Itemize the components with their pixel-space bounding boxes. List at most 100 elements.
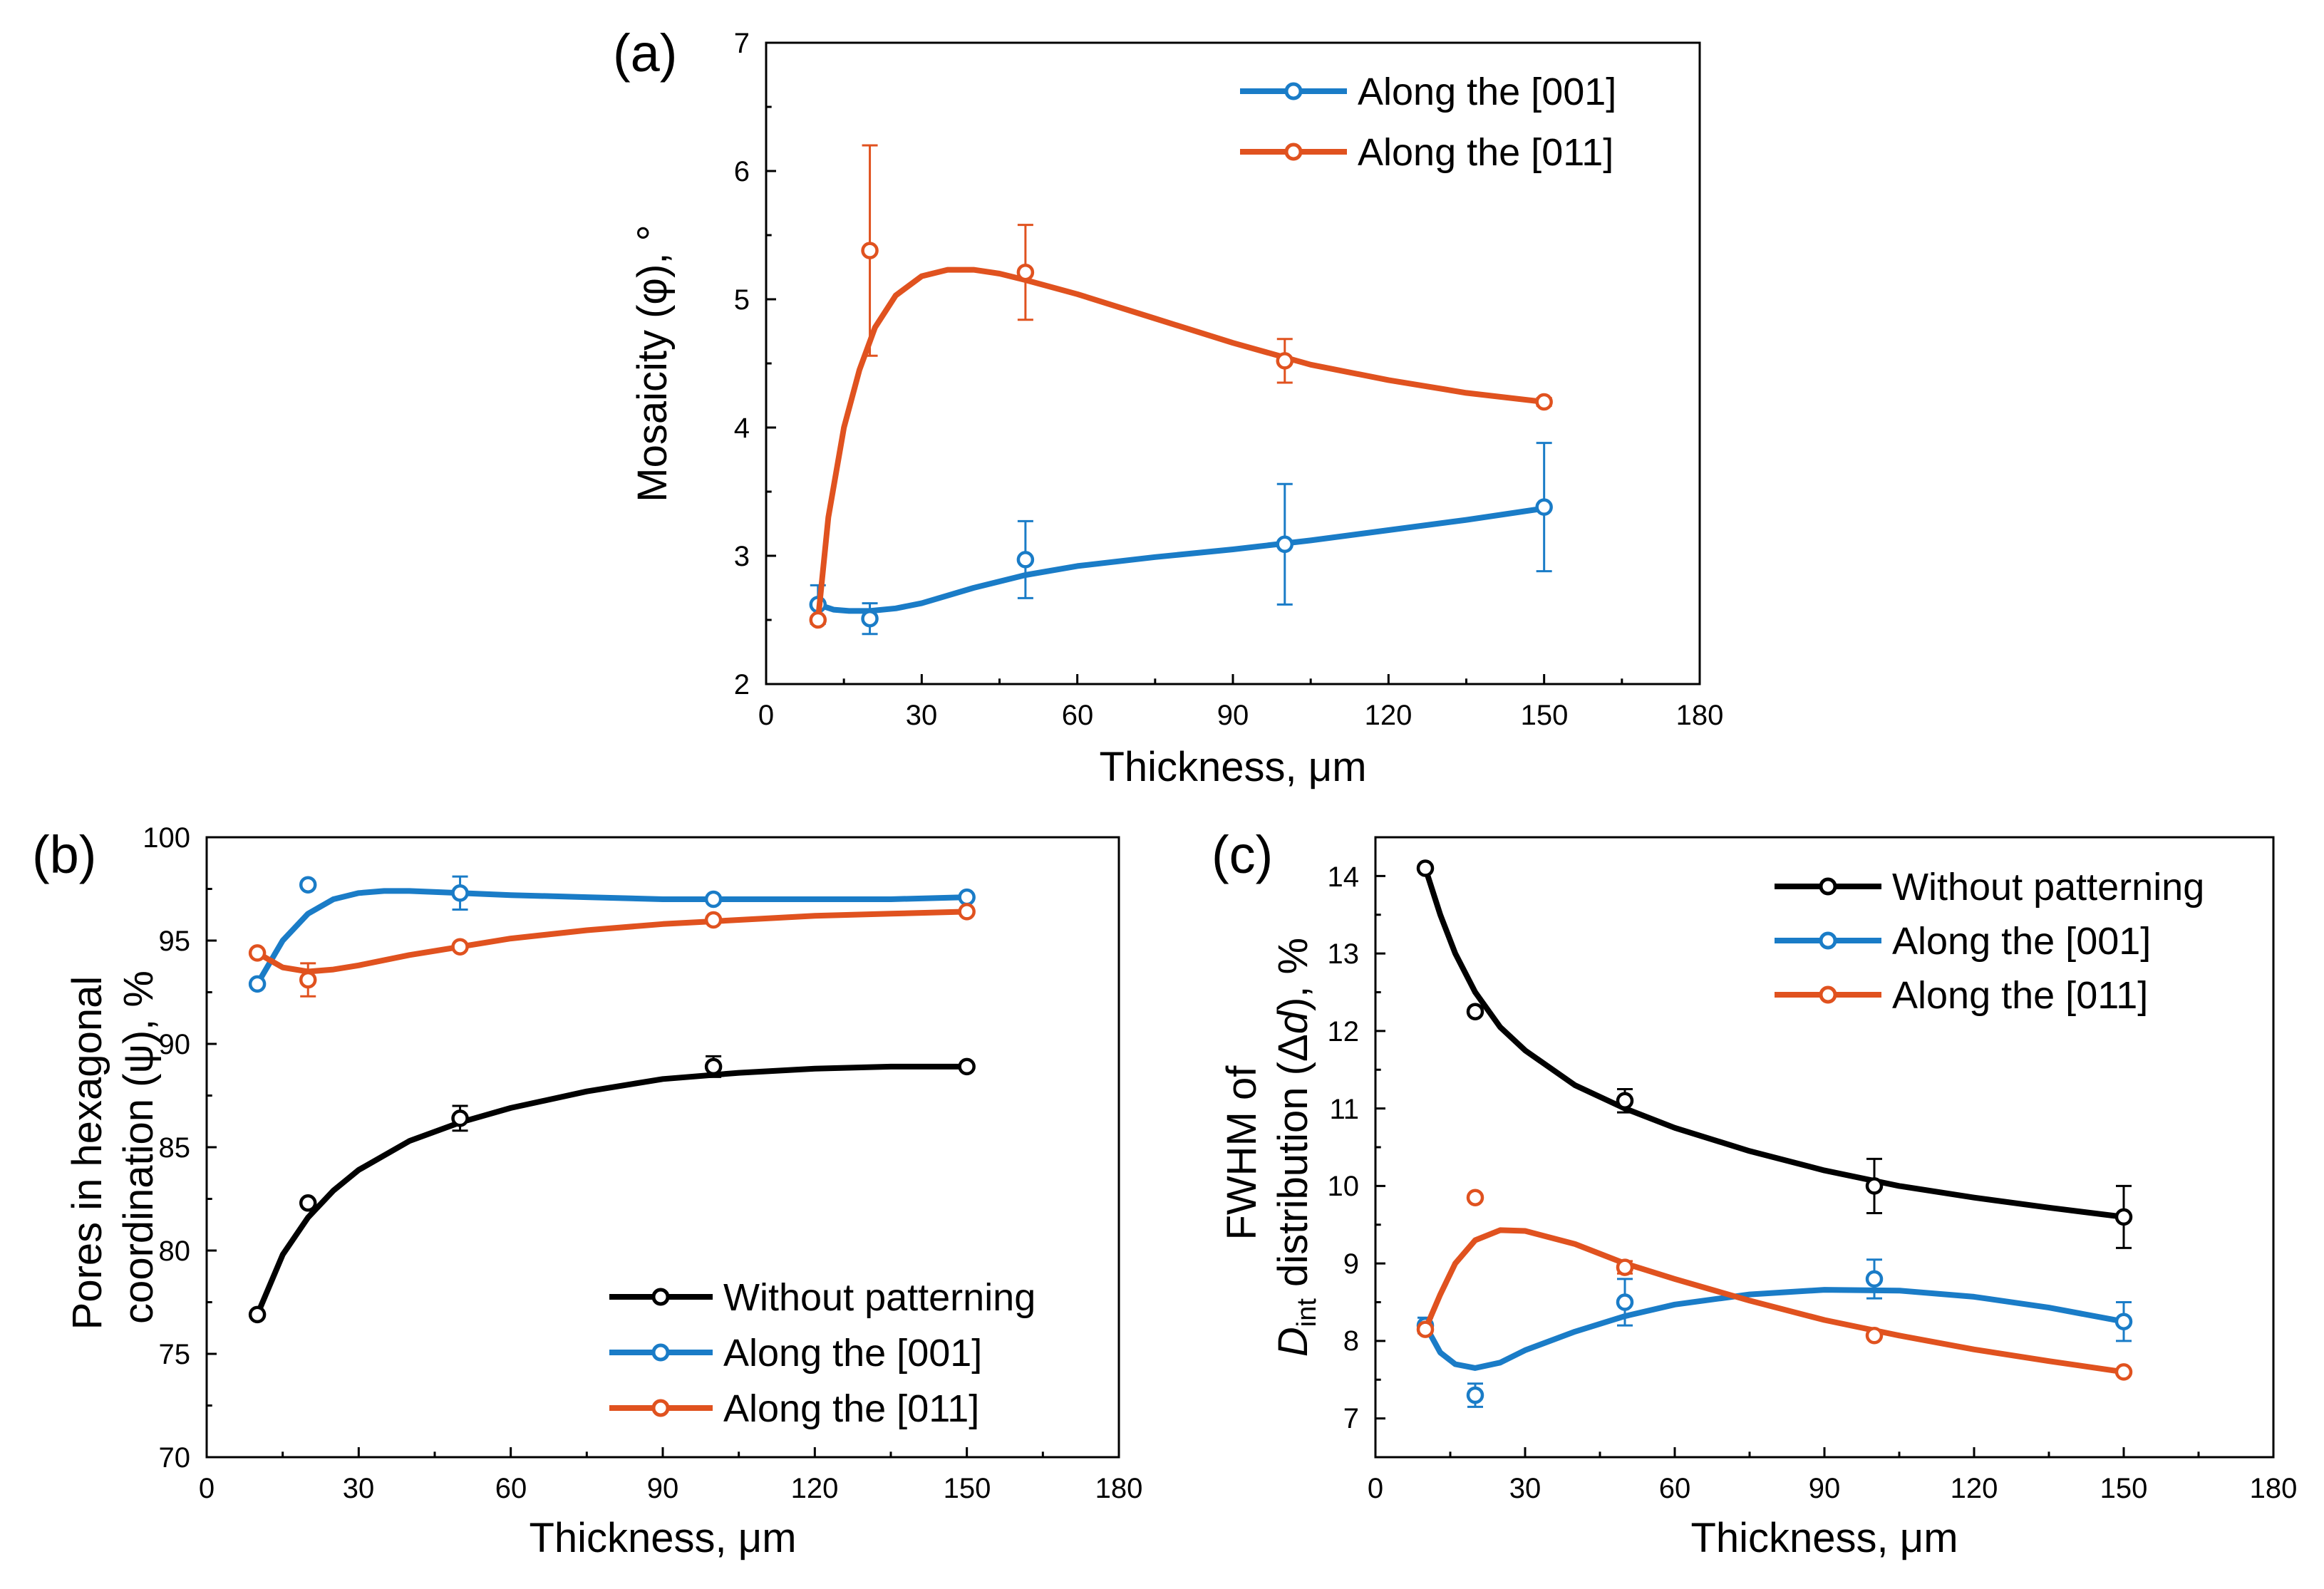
panel-a-y-ticks: 2 3 4 5 6 7	[734, 28, 750, 700]
panel-a-ytick: 7	[734, 28, 750, 59]
data-point	[248, 944, 267, 962]
panel-c-ytick: 9	[1343, 1248, 1359, 1280]
legend-marker	[651, 1399, 670, 1417]
data-point	[1416, 859, 1435, 877]
panel-b-x-ticks: 0 30 60 90 120 150 180	[199, 1473, 1143, 1504]
panel-a-plot-area	[765, 41, 1701, 685]
panel-a-x-axis-title: Thickness, μm	[1099, 744, 1366, 790]
panel-a-ytick: 2	[734, 669, 750, 700]
panel-b-x-axis-title: Thickness, μm	[529, 1515, 796, 1561]
panel-a-xtick: 180	[1676, 700, 1724, 731]
panel-b-y-ticks: 70 75 80 85 90 95 100	[143, 822, 190, 1474]
legend-label: Without patterning	[1892, 866, 2204, 909]
data-point	[2114, 1313, 2133, 1330]
panel-a-ytick: 6	[734, 156, 750, 187]
legend-marker	[1284, 143, 1303, 161]
series-fit-line	[815, 505, 1547, 614]
panel-c-ytick: 14	[1328, 861, 1360, 893]
data-point	[861, 609, 879, 628]
data-point	[1276, 535, 1294, 554]
legend-label: Along the [001]	[1358, 71, 1616, 113]
panel-c-y-axis-end: ), %	[1270, 938, 1316, 1011]
panel-c-y-axis-var: D	[1270, 1327, 1316, 1357]
panel-b-xtick: 30	[343, 1473, 375, 1504]
panel-a-ytick: 3	[734, 541, 750, 572]
legend-marker	[651, 1343, 670, 1362]
data-point	[861, 242, 879, 259]
data-point	[704, 1057, 723, 1076]
panel-c-y-axis-title-line2: Dint distribution (Δd), %	[1270, 938, 1322, 1357]
panel-a-ytick: 4	[734, 413, 750, 444]
data-point	[809, 611, 827, 629]
panel-b-xtick: 180	[1095, 1473, 1143, 1504]
data-point	[2114, 1208, 2133, 1226]
panel-a-xtick: 0	[758, 700, 774, 731]
panel-b-xtick: 90	[647, 1473, 679, 1504]
data-point	[299, 971, 317, 989]
legend-marker	[1819, 877, 1837, 896]
panel-b-ytick: 75	[159, 1339, 191, 1370]
panel-c-ytick: 8	[1343, 1325, 1359, 1357]
panel-b: (b) 0 30 60 90 120 150 180 70 75 80 85 9…	[32, 822, 1142, 1561]
panel-b-xtick: 150	[944, 1473, 991, 1504]
panel-c-label: (c)	[1212, 825, 1273, 884]
data-point	[1016, 551, 1035, 569]
panel-b-ytick: 95	[159, 926, 191, 957]
data-point	[1865, 1327, 1884, 1345]
data-point	[704, 890, 723, 909]
data-point	[248, 975, 267, 993]
data-point	[1466, 1003, 1484, 1020]
data-point	[958, 1057, 976, 1076]
panel-b-ytick: 90	[159, 1029, 191, 1060]
data-point	[1416, 1320, 1435, 1338]
data-point	[958, 903, 976, 921]
legend-label: Along the [001]	[1892, 920, 2151, 963]
data-point	[451, 1109, 469, 1127]
series-fit-line	[254, 1063, 970, 1318]
panel-c-ytick: 10	[1328, 1171, 1360, 1202]
panel-c-xtick: 60	[1659, 1473, 1691, 1504]
panel-c-xtick: 180	[2250, 1473, 2298, 1504]
legend-label: Along the [001]	[723, 1332, 982, 1375]
legend-label: Along the [011]	[1892, 974, 2148, 1017]
panel-a-legend: Along the [001] Along the [011]	[1240, 71, 1616, 174]
panel-b-ytick: 85	[159, 1132, 191, 1164]
data-point	[704, 911, 723, 929]
panel-a-xtick: 90	[1217, 700, 1249, 731]
panel-a-label: (a)	[613, 24, 677, 83]
legend-label: Along the [011]	[1358, 131, 1613, 174]
legend-marker	[651, 1288, 670, 1306]
series-fit-line	[815, 266, 1547, 623]
panel-b-xtick: 60	[495, 1473, 527, 1504]
data-point	[1466, 1189, 1484, 1206]
panel-b-label: (b)	[32, 825, 96, 884]
panel-c-y-axis-title: FWHM of Dint distribution (Δd), %	[1219, 938, 1322, 1357]
panel-b-xtick: 120	[791, 1473, 839, 1504]
data-point	[299, 1194, 317, 1212]
data-point	[451, 938, 469, 956]
panel-b-ytick: 100	[143, 822, 190, 854]
data-point	[248, 1305, 267, 1324]
data-point	[1865, 1177, 1884, 1195]
legend-marker	[1819, 985, 1837, 1004]
data-point	[1865, 1270, 1884, 1288]
series-fit-line	[254, 888, 970, 987]
panel-a-xtick: 120	[1365, 700, 1413, 731]
legend-label: Without patterning	[723, 1276, 1036, 1319]
panel-a: (a) 0 30 60 90 120 150 180 2 3 4 5 6 7 T…	[613, 24, 1723, 790]
panel-c-xtick: 30	[1509, 1473, 1541, 1504]
panel-c-y-axis-d: d	[1270, 1010, 1316, 1034]
panel-c-y-axis-sub: int	[1292, 1298, 1322, 1327]
panel-c-plot-area	[1374, 859, 2275, 1457]
data-point	[1616, 1293, 1634, 1311]
data-point	[1616, 1258, 1634, 1276]
data-point	[1535, 393, 1553, 411]
data-point	[958, 888, 976, 906]
panel-c-y-axis-delta: Δ	[1270, 1034, 1316, 1062]
data-point	[1535, 498, 1553, 516]
panel-c-ytick: 12	[1328, 1016, 1360, 1047]
panel-b-y-axis-title-line1: Pores in hexagonal	[64, 976, 110, 1330]
panel-b-y-axis-title: Pores in hexagonal coordination (ψ), %	[64, 965, 162, 1330]
data-point	[299, 876, 317, 894]
